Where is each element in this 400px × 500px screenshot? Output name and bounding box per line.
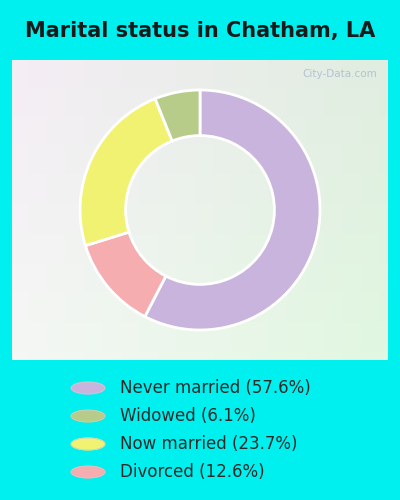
Wedge shape — [80, 98, 172, 246]
Circle shape — [71, 382, 105, 394]
Text: Marital status in Chatham, LA: Marital status in Chatham, LA — [25, 22, 375, 42]
Text: City-Data.com: City-Data.com — [302, 69, 377, 79]
Text: Widowed (6.1%): Widowed (6.1%) — [120, 407, 256, 425]
Circle shape — [71, 466, 105, 478]
Text: Divorced (12.6%): Divorced (12.6%) — [120, 463, 265, 481]
Circle shape — [71, 438, 105, 450]
Wedge shape — [155, 90, 200, 141]
Wedge shape — [145, 90, 320, 330]
Text: Now married (23.7%): Now married (23.7%) — [120, 435, 298, 453]
Text: Never married (57.6%): Never married (57.6%) — [120, 379, 311, 397]
Wedge shape — [86, 232, 166, 316]
Circle shape — [71, 410, 105, 422]
